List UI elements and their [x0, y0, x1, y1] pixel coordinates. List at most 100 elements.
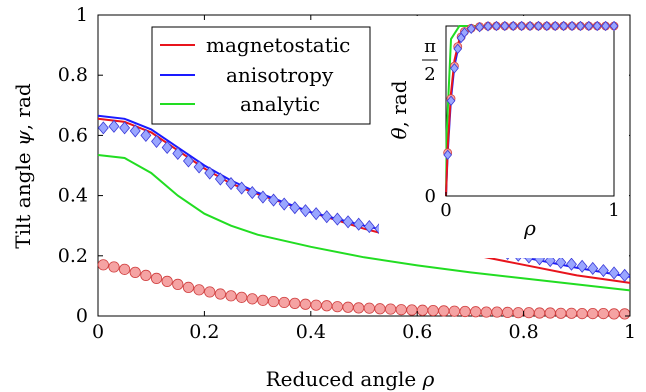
legend: magnetostatic anisotropy analytic [151, 26, 371, 125]
y-tick-label: 0 [76, 305, 88, 327]
main-circle-marker [119, 263, 131, 275]
inset-x-tick-label: 1 [608, 200, 619, 221]
main-diamond-marker [225, 177, 237, 191]
y-tick-label: 0.4 [58, 185, 88, 207]
inset-diamond-marker [592, 20, 602, 32]
inset-diamond-marker [584, 20, 594, 32]
x-tick-label: 0 [92, 321, 104, 343]
inset-x-tick-label: 0 [440, 200, 451, 221]
main-circle-marker [236, 291, 248, 303]
main-circle-marker [161, 275, 173, 287]
main-circle-marker [448, 305, 461, 317]
main-circle-marker [470, 306, 482, 318]
inset-diamond-marker [567, 20, 577, 32]
main-circle-marker [438, 305, 450, 317]
main-circle-marker [587, 307, 599, 320]
main-circle-marker [225, 290, 237, 302]
main-diamond-marker [246, 186, 258, 200]
inset-x-axis-label: ρ [523, 216, 536, 240]
inset-diamond-marker [450, 63, 459, 74]
legend-label-magnetostatic: magnetostatic [206, 33, 350, 57]
inset-y-tick-label: 2 [424, 64, 435, 85]
main-circle-marker [480, 306, 492, 318]
main-diamond-marker [193, 160, 205, 174]
x-tick-label: 0.4 [296, 321, 326, 343]
main-circle-marker [267, 295, 280, 308]
main-circle-marker [193, 284, 205, 296]
main-circle-marker [512, 307, 524, 319]
inset-ytick-pi-numerator: π [424, 36, 436, 57]
main-diamond-marker [268, 193, 280, 207]
inset-background [379, 16, 629, 258]
main-diamond-marker [129, 124, 141, 138]
inset-series-markers [443, 20, 619, 161]
x-tick-label: 0.2 [189, 321, 219, 343]
inset-diamond-marker [475, 21, 484, 33]
inset-diamond-marker [576, 20, 585, 32]
main-diamond-marker [236, 181, 248, 195]
main-circle-marker [608, 308, 620, 320]
main-circle-marker [459, 305, 471, 318]
main-circle-marker [597, 307, 610, 320]
main-circle-marker [565, 307, 578, 319]
main-diamond-marker [619, 268, 631, 282]
main-diamond-marker [119, 121, 131, 135]
main-circle-marker [108, 261, 120, 273]
main-circle-marker [257, 294, 269, 306]
main-circle-marker [289, 297, 301, 309]
main-circle-marker [406, 304, 418, 316]
inset-diamond-marker [601, 20, 610, 32]
main-diamond-marker [214, 172, 226, 186]
y-tick-label: 1 [76, 4, 88, 26]
main-circle-marker [214, 288, 226, 300]
main-circle-marker [140, 269, 152, 281]
main-plot-frame [97, 14, 631, 317]
main-diamond-marker [97, 121, 109, 135]
inset-diamond-marker [443, 149, 453, 161]
main-diamond-marker [140, 128, 152, 142]
inset-diamond-marker [609, 20, 619, 32]
main-diamond-marker [172, 146, 184, 161]
inset-plot: 0 1 0 2 ρ θ, rad π [379, 16, 629, 258]
inset-diamond-marker [542, 20, 552, 32]
main-diamond-marker [151, 134, 162, 148]
main-circle-marker [299, 298, 312, 310]
main-diamond-marker [576, 259, 588, 273]
main-plot: 0 0.2 0.4 0.6 0.8 1 0 0.2 0.4 0.6 0.8 1 Reduced ang… [11, 4, 636, 391]
main-circle-marker [172, 278, 184, 290]
x-tick-label: 1 [624, 321, 636, 343]
main-diamond-marker [587, 261, 599, 275]
main-circle-marker [502, 306, 514, 318]
main-diamond-marker [331, 212, 343, 226]
main-circle-marker [321, 300, 333, 312]
y-tick-label: 0.2 [58, 245, 88, 267]
main-diamond-marker [204, 166, 216, 180]
main-circle-marker [619, 308, 631, 320]
main-circle-marker [342, 301, 354, 313]
inset-diamond-marker [559, 20, 568, 32]
main-circle-marker [246, 293, 258, 305]
main-circle-marker [363, 302, 375, 314]
inset-diamond-marker [466, 23, 476, 34]
inset-diamond-marker [508, 20, 518, 32]
x-axis-label: Reduced angle ρ [266, 367, 435, 391]
main-circle-marker [129, 266, 141, 278]
y-tick-label: 0.8 [58, 64, 88, 86]
main-diamond-marker [544, 254, 556, 268]
main-circle-marker [416, 304, 429, 316]
main-circle-marker [374, 303, 386, 315]
inset-diamond-marker [534, 20, 543, 32]
inset-diamond-marker [517, 20, 526, 32]
main-circle-marker [182, 281, 195, 294]
inset-diamond-marker [460, 27, 469, 38]
main-circle-marker [353, 302, 365, 314]
main-circle-marker [555, 307, 567, 319]
inset-diamond-marker [446, 95, 456, 106]
main-diamond-marker [363, 220, 375, 234]
inset-diamond-marker [483, 21, 493, 32]
main-diamond-marker [182, 154, 194, 168]
main-diamond-marker [289, 201, 301, 215]
main-diamond-marker [566, 257, 577, 271]
main-diamond-marker [353, 217, 365, 231]
